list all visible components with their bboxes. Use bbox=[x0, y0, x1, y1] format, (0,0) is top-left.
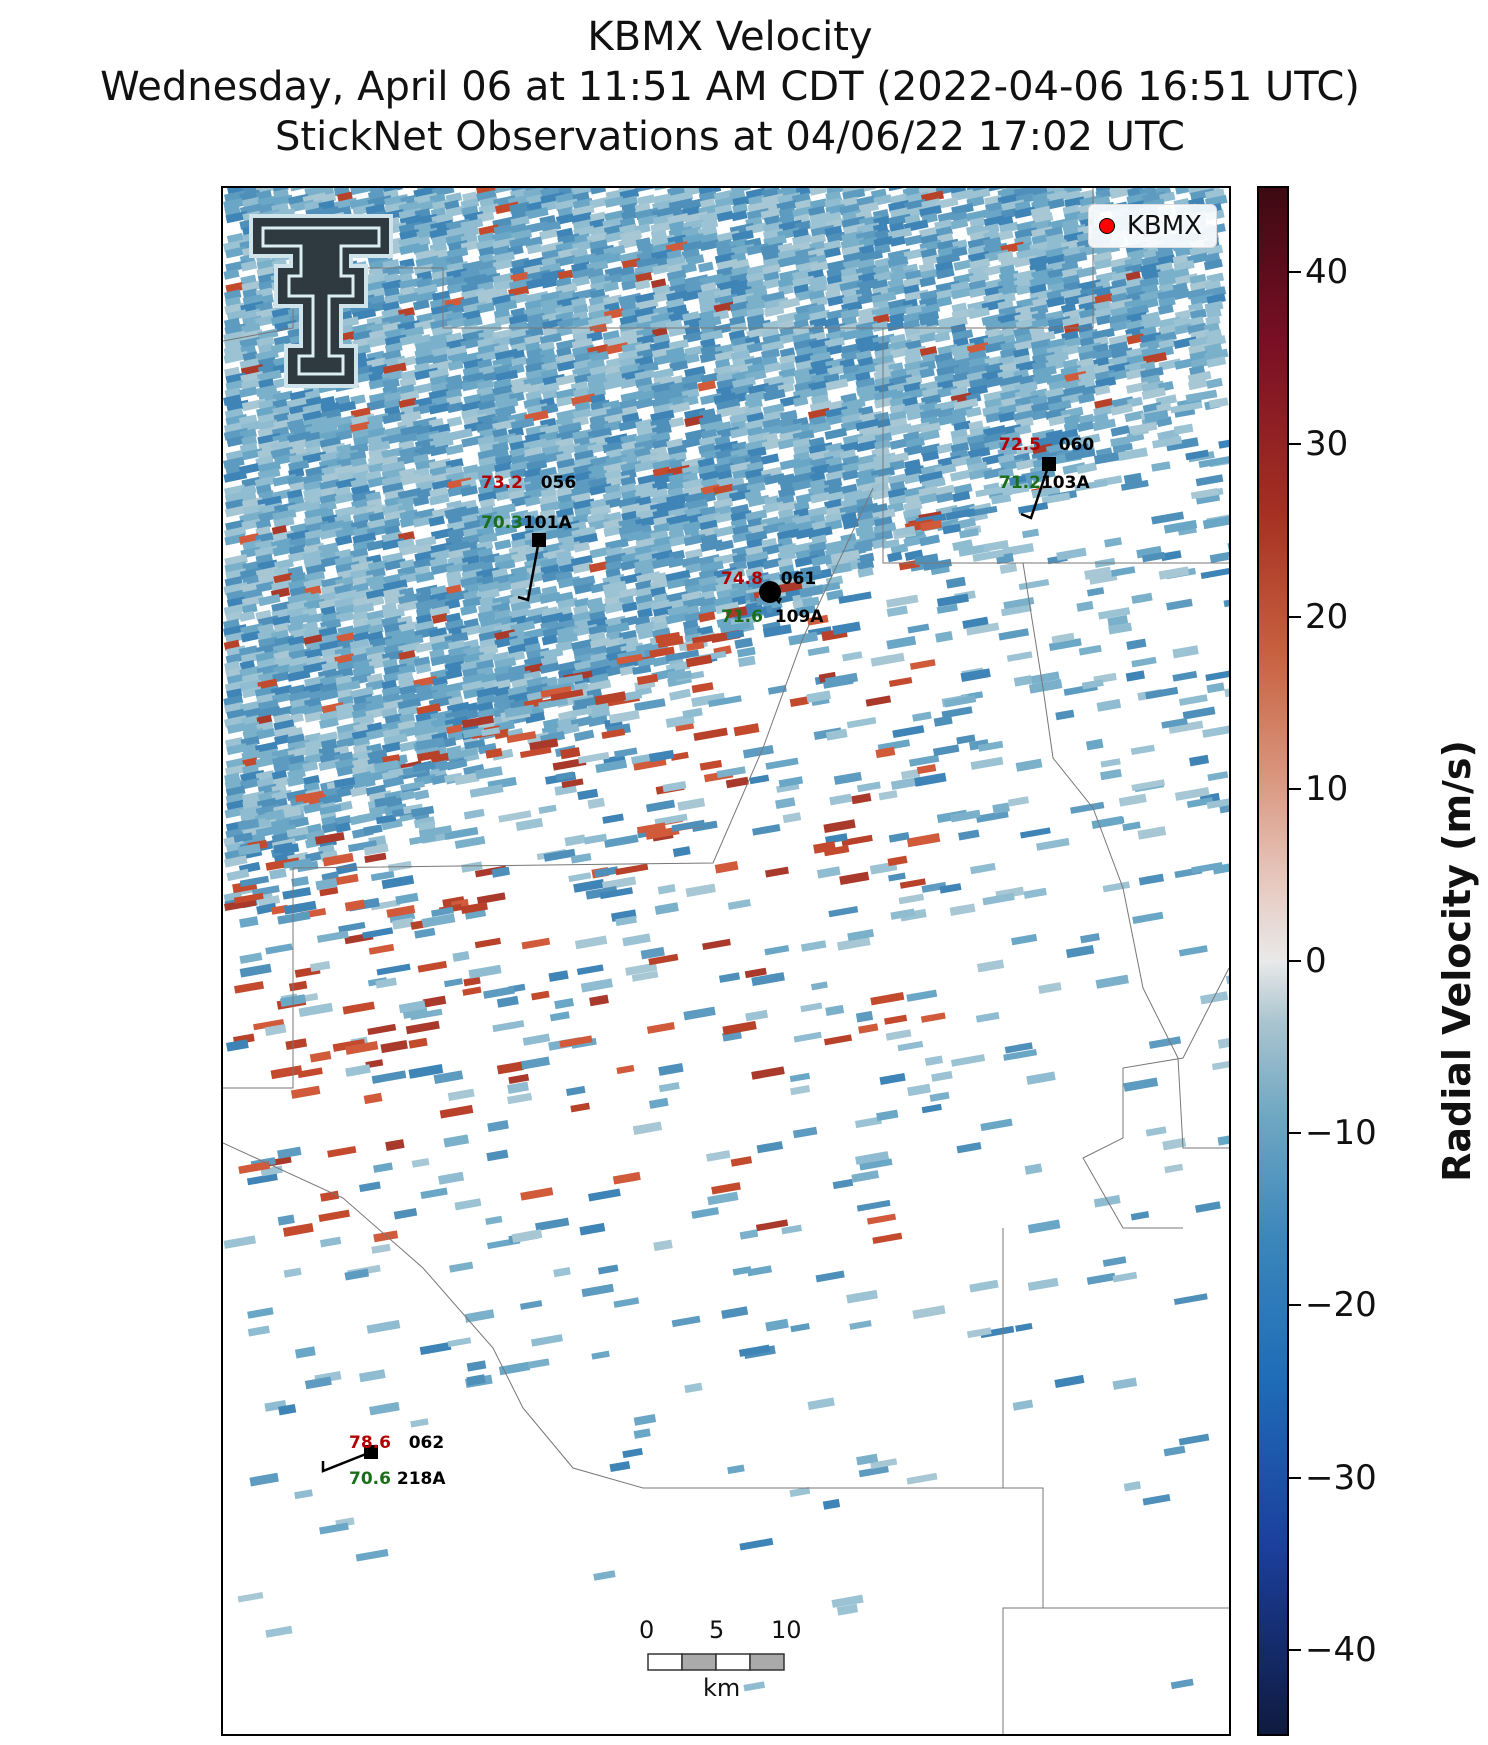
colorbar-tick-label: −40 bbox=[1305, 1629, 1377, 1670]
scale-unit: km bbox=[703, 1674, 741, 1702]
station-temp: 73.2 bbox=[481, 473, 523, 493]
station-id: 062 bbox=[408, 1433, 445, 1453]
map-legend: KBMX bbox=[1087, 204, 1217, 248]
colorbar-tick-label: −30 bbox=[1305, 1457, 1377, 1498]
title-line-1: KBMX Velocity bbox=[587, 14, 873, 60]
colorbar-tick bbox=[1289, 787, 1301, 790]
colorbar-tick-label: 0 bbox=[1305, 941, 1327, 981]
station-id: 056 bbox=[540, 473, 577, 493]
station-062[interactable]: 78.6 062 bbox=[349, 1434, 444, 1452]
colorbar-tick bbox=[1289, 1304, 1301, 1307]
station-id: 109A bbox=[774, 607, 824, 627]
velocity-field bbox=[223, 188, 1229, 1734]
colorbar bbox=[1257, 186, 1289, 1736]
colorbar-tick bbox=[1289, 615, 1301, 618]
station-056[interactable]: 73.2 056 bbox=[481, 474, 576, 492]
station-id: 103A bbox=[1040, 473, 1090, 493]
colorbar-tick-label: 40 bbox=[1305, 252, 1349, 293]
colorbar-label: Radial Velocity (m/s) bbox=[1435, 740, 1479, 1182]
title-line-3: StickNet Observations at 04/06/22 17:02 … bbox=[275, 114, 1185, 160]
scale-tick-0: 0 bbox=[639, 1616, 655, 1644]
station-061[interactable]: 74.8 061 bbox=[721, 570, 816, 588]
title-line-2: Wednesday, April 06 at 11:51 AM CDT (202… bbox=[100, 64, 1360, 110]
colorbar-tick bbox=[1289, 960, 1301, 962]
station-218a: 70.6 218A bbox=[349, 1470, 446, 1488]
colorbar-tick-label: 10 bbox=[1305, 768, 1349, 809]
station-dewpoint: 71.6 bbox=[721, 607, 763, 627]
colorbar-tick-label: −10 bbox=[1305, 1113, 1377, 1154]
station-id: 101A bbox=[522, 513, 572, 533]
colorbar-tick bbox=[1289, 443, 1301, 446]
station-id: 218A bbox=[396, 1469, 446, 1489]
radar-site-icon bbox=[1098, 218, 1115, 234]
legend-label: KBMX bbox=[1126, 211, 1202, 241]
scale-tick-10: 10 bbox=[771, 1616, 802, 1644]
station-id: 061 bbox=[780, 569, 817, 589]
colorbar-tick-label: 30 bbox=[1305, 424, 1349, 465]
station-dewpoint: 71.2 bbox=[999, 473, 1041, 493]
station-dewpoint: 70.6 bbox=[349, 1469, 391, 1489]
station-dewpoint: 70.3 bbox=[481, 513, 523, 533]
colorbar-tick bbox=[1289, 271, 1301, 274]
station-temp: 72.5 bbox=[999, 435, 1041, 455]
station-109a: 71.6 109A bbox=[721, 608, 823, 626]
station-temp: 78.6 bbox=[349, 1433, 391, 1453]
scale-bar: 0 5 10 km bbox=[639, 1616, 877, 1706]
radar-map[interactable]: KBMX 73.2 056 70.3101A 74.8 061 71.6 109… bbox=[221, 186, 1231, 1736]
station-060[interactable]: 72.5 060 bbox=[999, 436, 1094, 454]
colorbar-tick bbox=[1289, 1648, 1301, 1651]
station-103a: 71.2103A bbox=[999, 474, 1090, 492]
colorbar-tick bbox=[1289, 1132, 1301, 1135]
texas-tech-logo-icon bbox=[241, 206, 401, 396]
colorbar-tick-label: −20 bbox=[1305, 1285, 1377, 1326]
station-temp: 74.8 bbox=[721, 569, 763, 589]
scale-tick-5: 5 bbox=[709, 1616, 725, 1644]
station-id: 060 bbox=[1058, 435, 1095, 455]
colorbar-tick bbox=[1289, 1476, 1301, 1479]
station-101a: 70.3101A bbox=[481, 514, 572, 532]
colorbar-tick-label: 20 bbox=[1305, 596, 1349, 637]
